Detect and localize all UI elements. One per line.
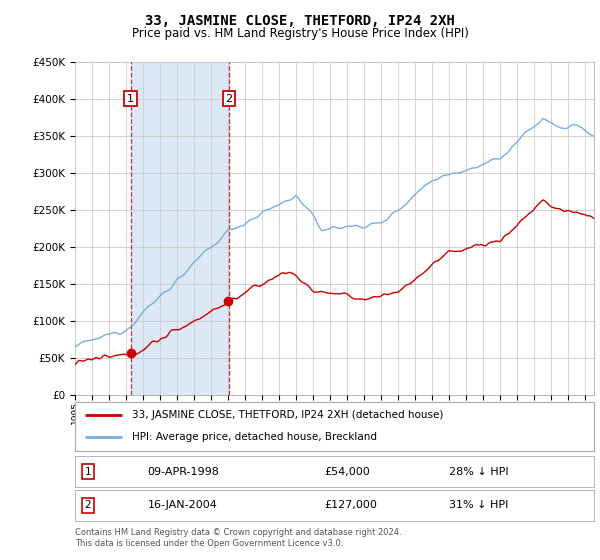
Bar	[131, 62, 229, 395]
Text: 1: 1	[127, 94, 134, 104]
Text: 2: 2	[226, 94, 233, 104]
Text: 2: 2	[85, 501, 91, 510]
Text: Contains HM Land Registry data © Crown copyright and database right 2024.
This d: Contains HM Land Registry data © Crown c…	[75, 528, 401, 548]
Text: £54,000: £54,000	[324, 467, 370, 477]
Text: HPI: Average price, detached house, Breckland: HPI: Average price, detached house, Brec…	[132, 432, 377, 442]
Text: 28% ↓ HPI: 28% ↓ HPI	[449, 467, 508, 477]
Text: £127,000: £127,000	[324, 501, 377, 510]
Text: 16-JAN-2004: 16-JAN-2004	[148, 501, 218, 510]
Text: 31% ↓ HPI: 31% ↓ HPI	[449, 501, 508, 510]
Text: 09-APR-1998: 09-APR-1998	[148, 467, 220, 477]
Text: 33, JASMINE CLOSE, THETFORD, IP24 2XH (detached house): 33, JASMINE CLOSE, THETFORD, IP24 2XH (d…	[132, 410, 443, 421]
Text: 1: 1	[85, 467, 91, 477]
Text: 33, JASMINE CLOSE, THETFORD, IP24 2XH: 33, JASMINE CLOSE, THETFORD, IP24 2XH	[145, 14, 455, 28]
Text: Price paid vs. HM Land Registry's House Price Index (HPI): Price paid vs. HM Land Registry's House …	[131, 27, 469, 40]
